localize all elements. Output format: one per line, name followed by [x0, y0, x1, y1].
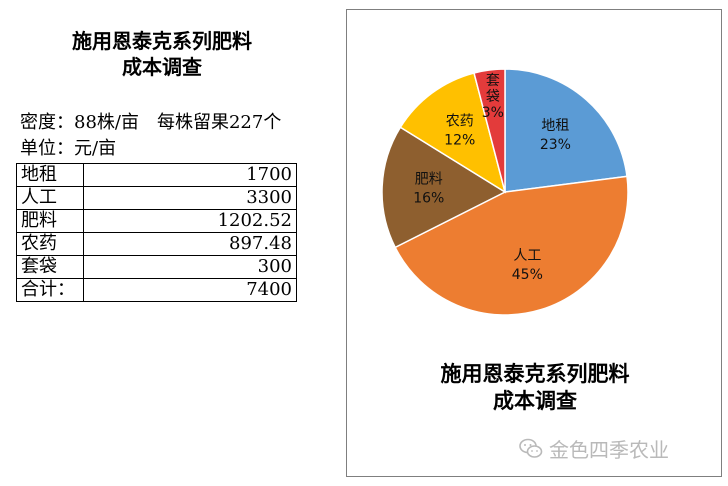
- pie-slice: [394, 175, 629, 316]
- slice-label: 农药 12%: [444, 114, 475, 149]
- chart-title-line1: 施用恩泰克系列肥料: [440, 361, 630, 386]
- pie-slice: [473, 68, 506, 193]
- slice-label: 人工 45%: [512, 248, 543, 283]
- chart-area: 地租 23% 人工 45% 肥料 16% 农药 12% 套袋 3% 施用恩泰克系列肥料 成本调查 …: [346, 9, 722, 477]
- slice-label: 地租 23%: [540, 118, 571, 153]
- slice-name: 地租: [541, 118, 569, 134]
- table-row: 农药 897.48: [16, 232, 297, 256]
- chart-title-line2: 成本调查: [493, 388, 577, 413]
- row-label: 人工: [16, 186, 84, 210]
- slice-label: 肥料 16%: [413, 172, 444, 207]
- watermark-text: 金色四季农业: [549, 438, 669, 462]
- chart-title: 施用恩泰克系列肥料 成本调查: [347, 360, 723, 414]
- table-row: 合计： 7400: [16, 278, 297, 302]
- slice-percent: 16%: [413, 191, 444, 207]
- pie-slice: [504, 68, 628, 193]
- slice-name: 肥料: [415, 172, 443, 188]
- row-value: 7400: [83, 278, 297, 302]
- table-title: 施用恩泰克系列肥料 成本调查: [12, 28, 312, 80]
- pie-slice: [399, 72, 507, 194]
- table-row: 地租 1700: [16, 163, 297, 187]
- slice-name: 袋: [486, 89, 500, 105]
- slice-label: 套袋3%: [482, 73, 504, 121]
- slice-percent: 23%: [540, 137, 571, 153]
- pie-chart: 地租 23% 人工 45% 肥料 16% 农药 12% 套袋3%: [381, 68, 629, 316]
- slice-percent: 3%: [482, 105, 504, 121]
- row-value: 300: [83, 255, 297, 279]
- slice-name: 农药: [446, 114, 474, 130]
- slice-name: 套: [486, 73, 500, 89]
- unit-text: 单位：元/亩: [20, 138, 117, 159]
- row-value: 897.48: [83, 232, 297, 256]
- watermark: 金色四季农业: [519, 434, 669, 463]
- pie-slice: [381, 126, 507, 249]
- row-label: 合计：: [16, 278, 84, 302]
- row-value: 1202.52: [83, 209, 297, 233]
- table-row: 肥料 1202.52: [16, 209, 297, 233]
- table-row: 套袋 300: [16, 255, 297, 279]
- row-value: 1700: [83, 163, 297, 187]
- cost-table: 地租 1700 人工 3300 肥料 1202.52 农药 897.48 套袋 …: [16, 163, 297, 302]
- row-label: 地租: [16, 163, 84, 187]
- density-text: 密度：88株/亩 每株留果227个: [20, 112, 282, 133]
- row-label: 肥料: [16, 209, 84, 233]
- slice-percent: 12%: [444, 133, 475, 149]
- table-title-line2: 成本调查: [122, 55, 202, 79]
- slice-name: 人工: [513, 248, 541, 264]
- wechat-icon: [519, 438, 543, 458]
- row-label: 农药: [16, 232, 84, 256]
- table-title-line1: 施用恩泰克系列肥料: [72, 29, 252, 53]
- table-row: 人工 3300: [16, 186, 297, 210]
- row-value: 3300: [83, 186, 297, 210]
- row-label: 套袋: [16, 255, 84, 279]
- slice-percent: 45%: [512, 267, 543, 283]
